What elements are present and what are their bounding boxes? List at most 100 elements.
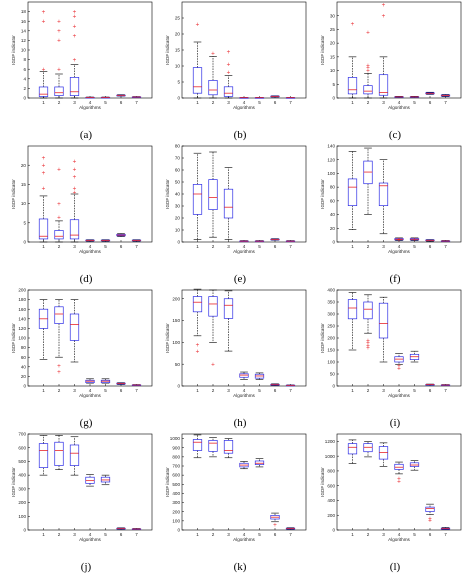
x-tick-label: 3 <box>73 244 76 249</box>
x-tick-label: 6 <box>274 244 277 249</box>
y-axis-label: IGDF indicator <box>320 467 325 497</box>
iqr-box <box>347 178 358 207</box>
iqr-box <box>69 313 80 341</box>
x-tick-label: 4 <box>243 532 246 537</box>
x-tick-label: 7 <box>289 388 292 393</box>
y-tick-label: 20 <box>175 32 181 37</box>
box-6 <box>116 94 126 97</box>
x-tick-label: 6 <box>120 100 123 105</box>
y-tick-label: 0 <box>177 96 180 101</box>
subplot-i: 0 50 100 150 200 250 300 350 400 IGDF indicator 1 2… <box>320 288 462 429</box>
y-tick-label: 0 <box>177 528 180 533</box>
box-3 <box>223 290 234 352</box>
iqr-box <box>38 443 49 468</box>
iqr-box <box>69 444 80 466</box>
y-tick-label: 80 <box>330 185 336 190</box>
y-tick-label: 900 <box>172 445 180 450</box>
box-6 <box>425 239 435 242</box>
iqr-box <box>38 86 49 97</box>
box-6 <box>116 382 126 385</box>
x-tick-label: 2 <box>212 532 215 537</box>
box-5 <box>409 96 420 98</box>
x-tick-label: 7 <box>289 532 292 537</box>
box-4 <box>85 378 95 384</box>
y-tick-label: 40 <box>21 364 27 369</box>
y-tick-label: 250 <box>327 324 335 329</box>
box-6 <box>270 383 280 386</box>
box-2 <box>363 441 373 458</box>
x-tick-label: 4 <box>243 388 246 393</box>
x-tick-label: 5 <box>413 244 416 249</box>
y-axis-label: IGDF indicator <box>320 35 325 65</box>
subplot-caption: (c) <box>389 129 402 141</box>
outlier-point: + <box>397 479 401 485</box>
outlier-point: + <box>57 19 61 25</box>
subplot-caption: (l) <box>390 561 401 573</box>
iqr-box <box>378 302 389 339</box>
y-axis-label: IGDF indicator <box>320 323 325 353</box>
y-tick-label: 100 <box>172 518 180 523</box>
axes-frame <box>181 289 307 387</box>
box-5 <box>254 240 265 243</box>
x-tick-label: 4 <box>398 100 401 105</box>
x-tick-label: 5 <box>413 100 416 105</box>
x-tick-label: 4 <box>89 244 92 249</box>
outlier-point: + <box>57 369 61 375</box>
iqr-box <box>208 440 218 452</box>
subplot-caption: (h) <box>234 417 247 429</box>
y-tick-label: 200 <box>327 336 335 341</box>
x-tick-label: 3 <box>227 100 230 105</box>
iqr-box <box>54 306 64 324</box>
subplot-caption: (b) <box>234 129 247 141</box>
y-tick-label: 700 <box>18 432 26 437</box>
axes-frame <box>27 145 153 243</box>
outlier-point: + <box>226 62 230 68</box>
outlier-point: + <box>366 68 370 74</box>
outlier-point: + <box>195 349 199 355</box>
y-tick-label: 5 <box>23 220 26 225</box>
x-tick-label: 5 <box>258 244 261 249</box>
axes-frame <box>27 433 153 531</box>
outlier-point: + <box>41 9 45 15</box>
y-tick-label: 0 <box>177 384 180 389</box>
box-4 <box>239 97 249 99</box>
outlier-point: + <box>72 9 76 15</box>
y-tick-label: 200 <box>172 509 180 514</box>
x-tick-label: 7 <box>444 532 447 537</box>
x-axis-label: Algorithms <box>79 393 101 398</box>
y-tick-label: 60 <box>330 198 336 203</box>
x-tick-label: 6 <box>274 532 277 537</box>
box-2 <box>363 147 373 215</box>
outlier-point: + <box>350 22 354 28</box>
outlier-point: + <box>366 341 370 347</box>
box-5 <box>100 239 111 242</box>
y-tick-label: 0 <box>23 240 26 245</box>
box-1 <box>38 299 49 360</box>
x-axis-label: Algorithms <box>233 105 255 110</box>
outlier-point: + <box>211 51 215 57</box>
box-1 <box>38 435 49 476</box>
box-1 <box>192 152 203 240</box>
x-tick-label: 2 <box>58 244 61 249</box>
y-tick-label: 500 <box>18 459 26 464</box>
x-tick-label: 1 <box>196 532 199 537</box>
y-tick-label: 0 <box>332 240 335 245</box>
y-tick-label: 1000 <box>325 454 336 459</box>
y-tick-label: 60 <box>175 168 181 173</box>
outlier-point: + <box>57 167 61 173</box>
box-5 <box>254 372 265 380</box>
y-tick-label: 1200 <box>325 439 336 444</box>
iqr-box <box>223 298 234 319</box>
x-tick-label: 1 <box>42 244 45 249</box>
outlier-point: + <box>41 155 45 161</box>
box-7 <box>131 384 142 386</box>
box-6: + <box>270 512 280 528</box>
box-6 <box>116 527 126 530</box>
box-7 <box>440 94 451 97</box>
outlier-point: + <box>428 518 432 524</box>
y-tick-label: 2 <box>23 86 26 91</box>
outlier-point: + <box>72 186 76 192</box>
box-2: + <box>208 51 218 99</box>
box-1: + + + + <box>38 155 49 243</box>
